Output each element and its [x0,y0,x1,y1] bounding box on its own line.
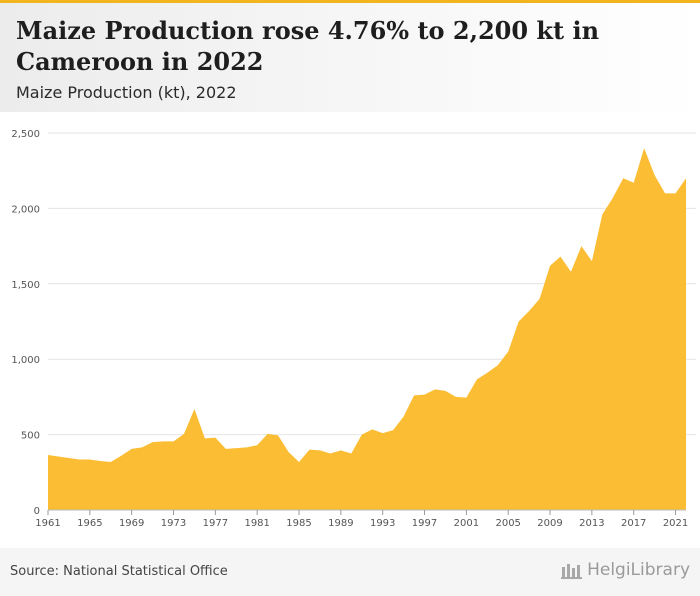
logo-text: HelgiLibrary [587,560,690,580]
y-tick-label: 0 [34,506,40,517]
x-tick-label: 2017 [621,518,646,529]
chart-subtitle: Maize Production (kt), 2022 [16,83,237,102]
y-tick-label: 2,000 [11,204,40,215]
production-area [48,148,686,510]
helgi-library-logo[interactable]: HelgiLibrary [561,560,690,580]
library-icon [561,564,583,579]
chart-header: Maize Production rose 4.76% to 2,200 kt … [0,0,700,112]
y-tick-label: 1,000 [11,355,40,366]
x-tick-label: 1993 [370,518,395,529]
area-chart: 0 500 1,000 1,500 2,000 2,500 1961 1965 1969 1973… [11,129,696,529]
x-tick-label: 1997 [412,518,437,529]
chart-footer: Source: National Statistical Office Helg… [0,548,700,596]
x-tick-label: 2013 [579,518,604,529]
x-tick-label: 2021 [663,518,688,529]
x-tick-label: 1985 [286,518,311,529]
x-tick-label: 1965 [77,518,102,529]
x-tick-label: 1969 [119,518,144,529]
x-tick-label: 2009 [537,518,562,529]
y-tick-label: 2,500 [11,129,40,140]
x-tick-label: 1973 [161,518,186,529]
x-tick-label: 2005 [495,518,520,529]
x-tick-label: 1977 [203,518,228,529]
y-tick-label: 500 [21,431,40,442]
x-tick-label: 1981 [244,518,269,529]
x-tick-label: 1989 [328,518,353,529]
x-tick-label: 1961 [35,518,60,529]
y-tick-label: 1,500 [11,280,40,291]
chart-title: Maize Production rose 4.76% to 2,200 kt … [16,16,600,76]
source-note: Source: National Statistical Office [10,564,228,579]
x-tick-label: 2001 [454,518,479,529]
chart-area: 0 500 1,000 1,500 2,000 2,500 1961 1965 1969 1973… [0,112,700,532]
